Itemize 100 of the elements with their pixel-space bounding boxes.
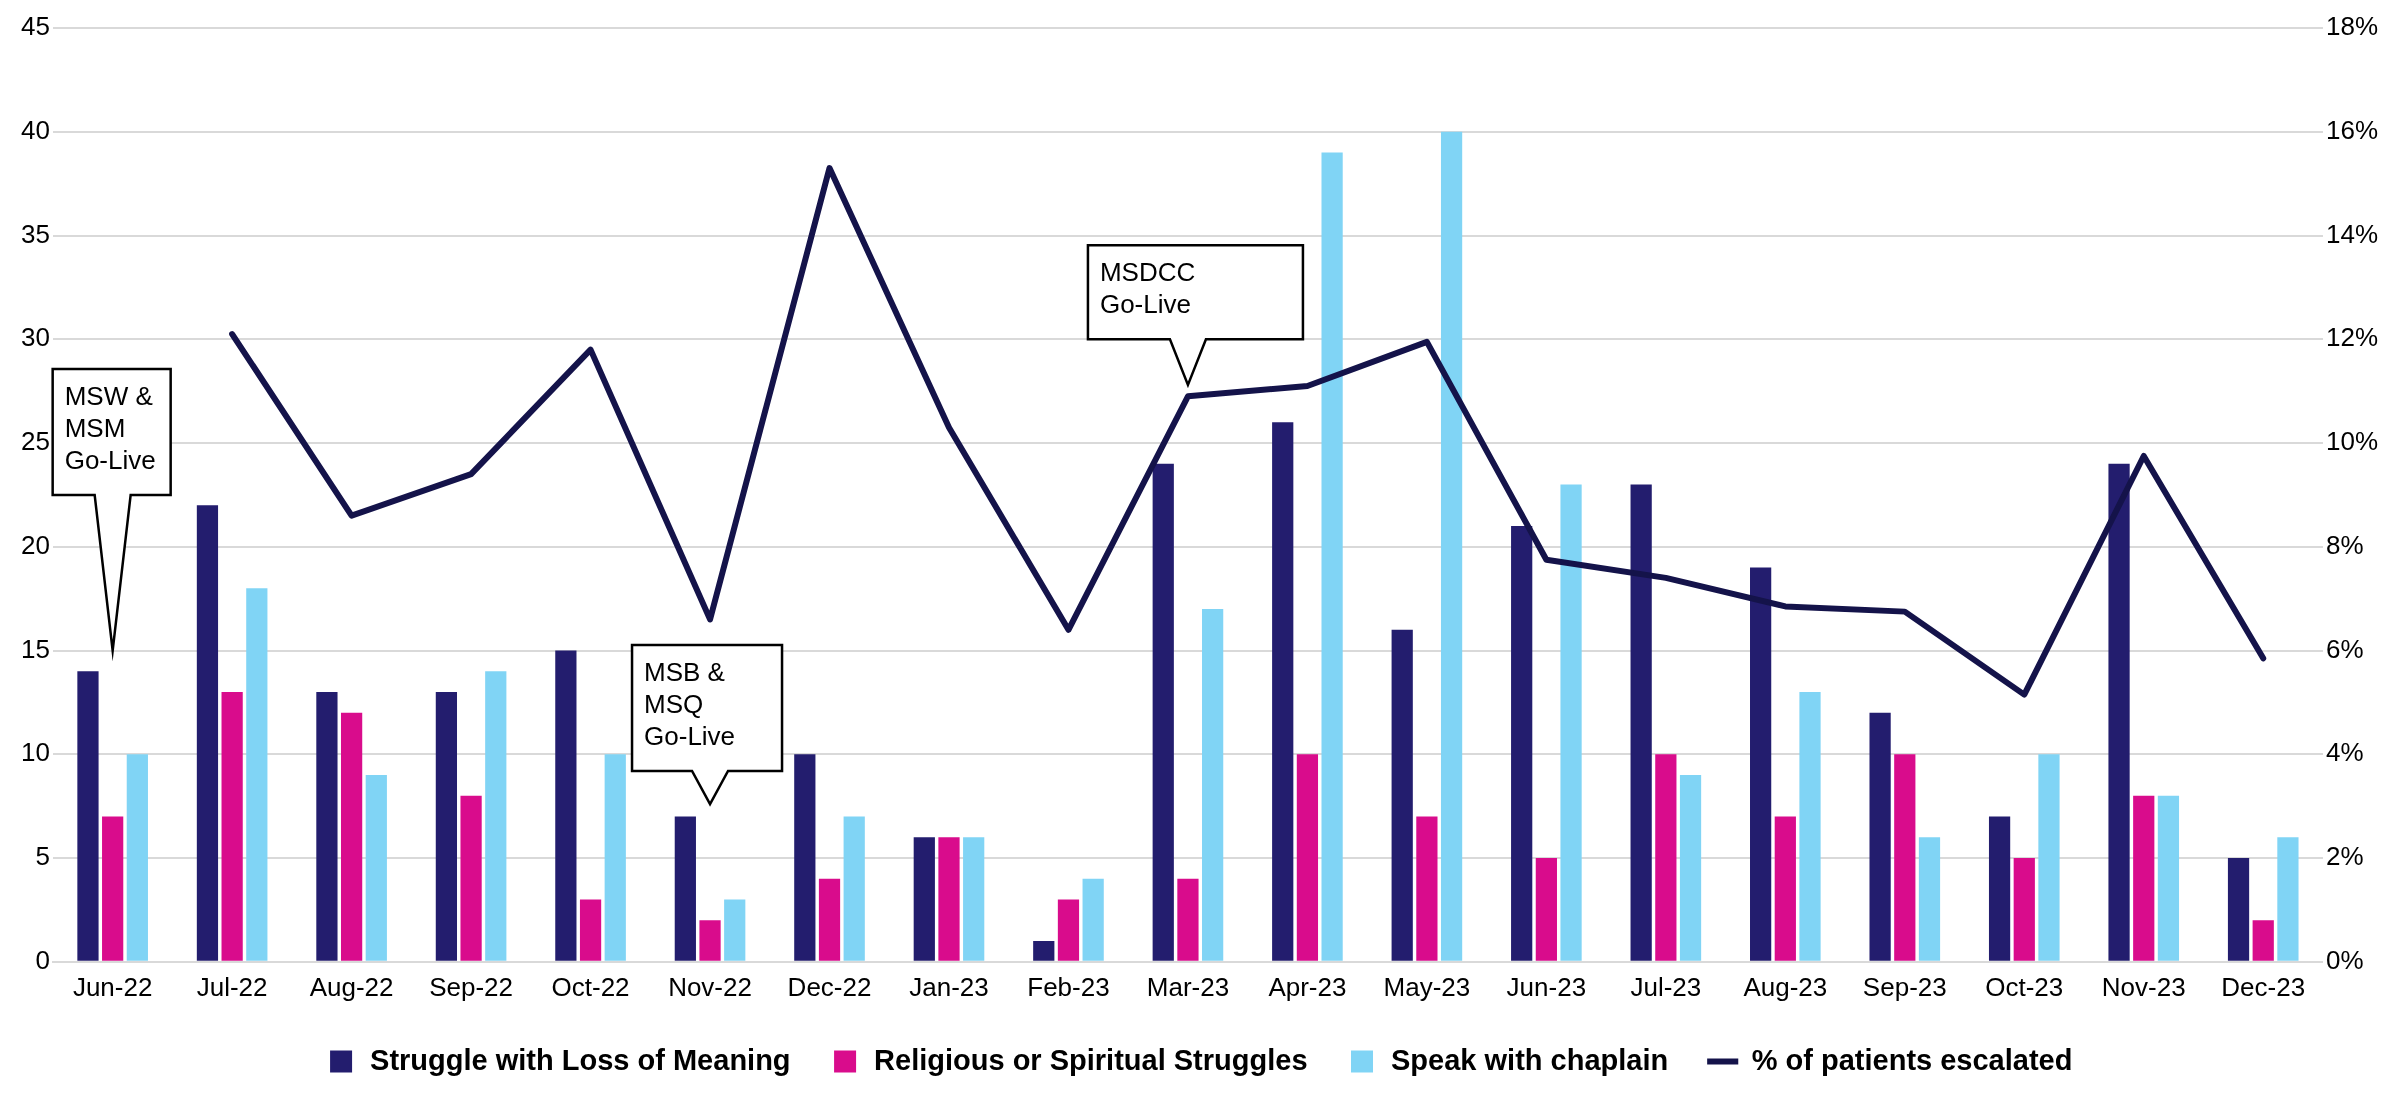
- y-tick-label: 5: [35, 841, 50, 872]
- bar: [196, 505, 219, 961]
- bar: [1535, 858, 1557, 961]
- bar: [699, 920, 721, 961]
- bar: [1391, 629, 1413, 961]
- x-tick-label: Apr-23: [1268, 971, 1347, 1002]
- bar: [963, 837, 985, 961]
- x-tick-label: Nov-22: [668, 971, 752, 1002]
- y2-tick-label: 18%: [2325, 11, 2379, 42]
- bar: [818, 878, 841, 961]
- x-tick-label: Oct-23: [1985, 971, 2064, 1002]
- bar: [102, 816, 124, 961]
- bar: [579, 899, 602, 961]
- bar: [2277, 837, 2299, 961]
- y2-tick-label: 2%: [2325, 841, 2364, 872]
- y-tick-label: 30: [21, 322, 50, 353]
- bar: [604, 754, 626, 961]
- x-tick-label: Dec-23: [2221, 971, 2306, 1002]
- bar: [1057, 899, 1080, 961]
- x-tick-label: Aug-22: [309, 971, 394, 1002]
- bar: [1082, 878, 1104, 961]
- bar: [2227, 858, 2250, 961]
- y-tick-label: 0: [35, 944, 50, 975]
- bar: [340, 712, 363, 961]
- bar: [1774, 816, 1796, 961]
- bar: [724, 899, 746, 961]
- bar: [1655, 754, 1677, 961]
- y2-tick-label: 4%: [2325, 737, 2364, 768]
- y-tick-label: 25: [21, 426, 50, 457]
- bar: [1679, 775, 1702, 961]
- bar: [1416, 816, 1438, 961]
- bar: [435, 692, 458, 961]
- x-tick-label: Feb-23: [1027, 971, 1110, 1002]
- bar: [2252, 920, 2274, 961]
- bar: [460, 795, 482, 961]
- bar: [1440, 131, 1463, 961]
- y-tick-label: 40: [21, 114, 50, 145]
- y-tick-label: 20: [21, 529, 50, 560]
- bar: [555, 650, 577, 961]
- x-tick-label: Aug-23: [1743, 971, 1828, 1002]
- bar: [246, 588, 268, 961]
- bar: [77, 671, 99, 961]
- y2-tick-label: 16%: [2325, 114, 2379, 145]
- annotation: MSB & MSQ Go-Live: [644, 657, 736, 752]
- bar: [2038, 754, 2060, 961]
- bar: [1918, 837, 1941, 961]
- bar: [1033, 941, 1055, 961]
- bar: [1750, 567, 1772, 961]
- x-tick-label: May-23: [1383, 971, 1471, 1002]
- bar: [2157, 795, 2180, 961]
- bar: [1202, 609, 1224, 961]
- x-tick-label: Jan-23: [909, 971, 989, 1002]
- bar: [938, 837, 960, 961]
- x-tick-label: Jun-22: [72, 971, 153, 1002]
- bar: [1177, 878, 1199, 961]
- bar: [316, 692, 338, 961]
- bar: [1894, 754, 1916, 961]
- x-tick-label: Sep-22: [429, 971, 514, 1002]
- bar: [1321, 152, 1343, 961]
- x-tick-label: Jun-23: [1506, 971, 1587, 1002]
- x-tick-label: Sep-23: [1862, 971, 1947, 1002]
- bar: [1988, 816, 2011, 961]
- bar: [2013, 858, 2035, 961]
- x-tick-label: Dec-22: [787, 971, 872, 1002]
- y2-tick-label: 14%: [2325, 218, 2379, 249]
- bar: [221, 692, 243, 961]
- y2-tick-label: 6%: [2325, 633, 2364, 664]
- x-tick-label: Oct-22: [551, 971, 630, 1002]
- bar: [674, 816, 696, 961]
- bar: [2108, 463, 2130, 961]
- bar: [1869, 712, 1891, 961]
- x-tick-label: Mar-23: [1146, 971, 1230, 1002]
- annotation: MSW & MSM Go-Live: [64, 381, 156, 476]
- bar: [1152, 463, 1174, 961]
- bar: [1630, 484, 1652, 961]
- x-tick-label: Jul-23: [1630, 971, 1702, 1002]
- y-tick-label: 45: [21, 11, 50, 42]
- bar: [913, 837, 935, 961]
- y-tick-label: 35: [21, 218, 50, 249]
- bar: [485, 671, 507, 961]
- x-tick-label: Jul-22: [196, 971, 268, 1002]
- bar: [2133, 795, 2155, 961]
- bar: [1799, 692, 1821, 961]
- legend-label: % of patients escalated: [1751, 1043, 2073, 1076]
- legend-label: Struggle with Loss of Meaning: [370, 1043, 791, 1076]
- bar: [126, 754, 148, 961]
- y-tick-label: 10: [21, 737, 50, 768]
- annotation: MSDCC Go-Live: [1099, 257, 1196, 320]
- bar: [365, 775, 387, 961]
- bar: [794, 754, 816, 961]
- x-tick-label: Nov-23: [2101, 971, 2186, 1002]
- legend-label: Speak with chaplain: [1391, 1043, 1669, 1076]
- legend-label: Religious or Spiritual Struggles: [874, 1043, 1308, 1076]
- bar: [1560, 484, 1582, 961]
- y2-tick-label: 10%: [2325, 426, 2379, 457]
- bar: [1511, 526, 1533, 961]
- bar: [1296, 754, 1319, 961]
- bar: [843, 816, 865, 961]
- y2-tick-label: 12%: [2325, 322, 2379, 353]
- y2-tick-label: 0%: [2325, 944, 2364, 975]
